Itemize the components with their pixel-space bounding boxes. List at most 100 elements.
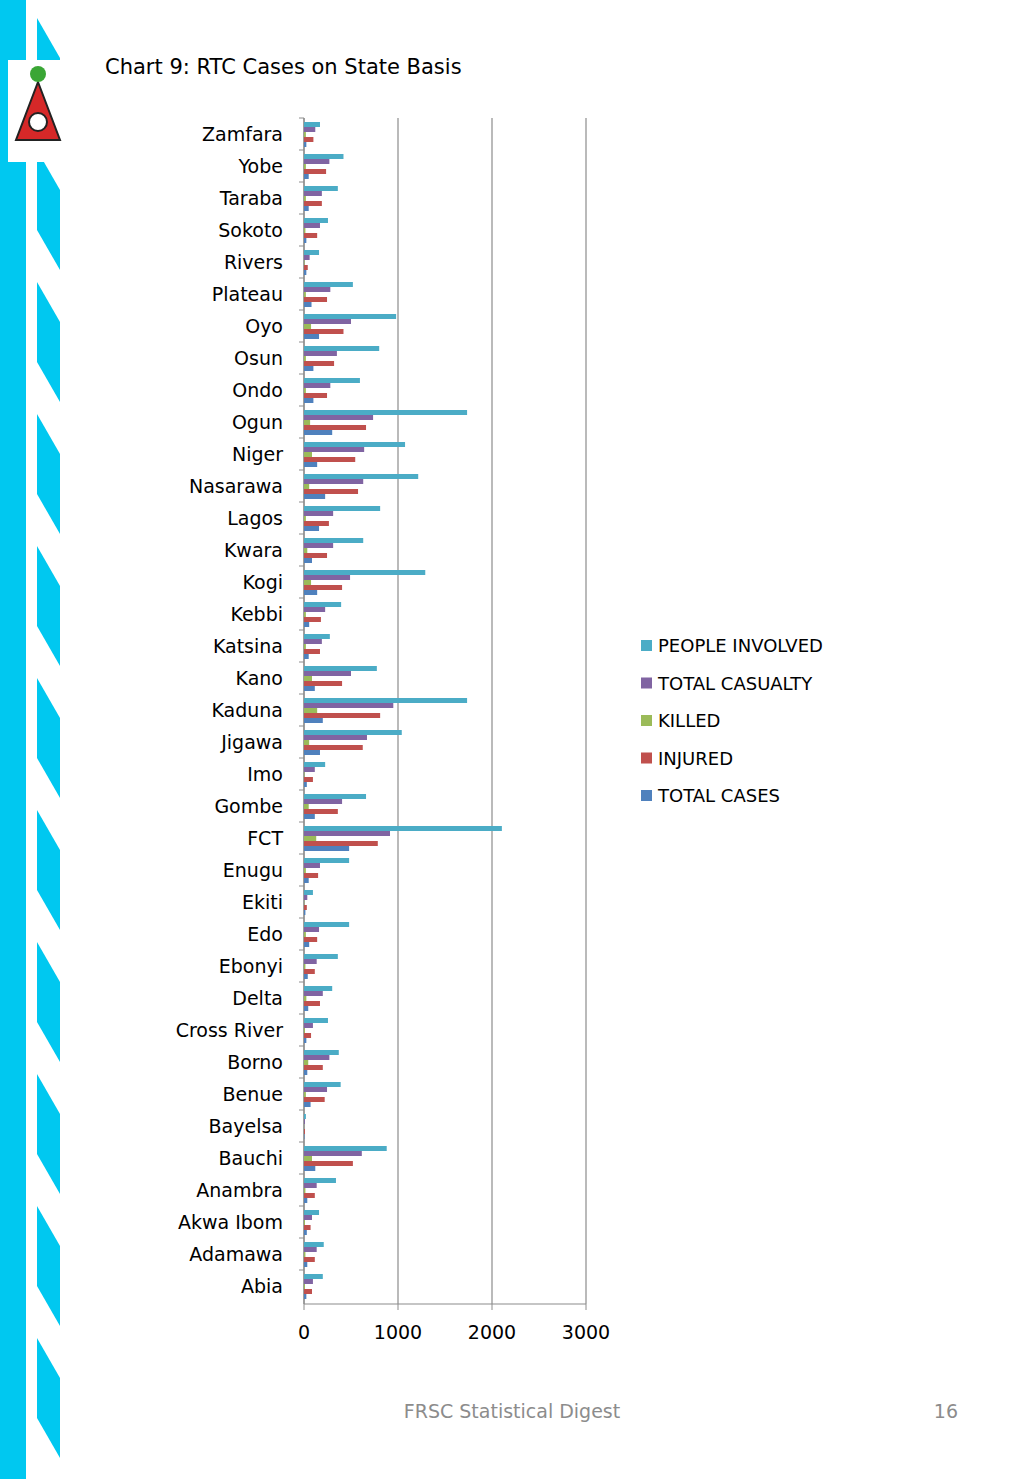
bar — [304, 996, 306, 1001]
category-tick — [299, 1078, 304, 1079]
category-label: Oyo — [245, 315, 283, 337]
bar — [304, 132, 306, 137]
bar — [304, 238, 306, 243]
bar — [304, 1055, 329, 1060]
bar — [304, 772, 305, 777]
bar — [304, 287, 330, 292]
bar — [304, 314, 396, 319]
bar — [304, 154, 343, 159]
border-chevron — [37, 1338, 60, 1458]
category-label: Bauchi — [219, 1147, 284, 1169]
tick-mark — [398, 1304, 399, 1310]
bar — [304, 826, 502, 831]
bar — [304, 218, 328, 223]
bar — [304, 905, 307, 910]
bar — [304, 1198, 307, 1203]
footer: FRSC Statistical Digest — [404, 1400, 620, 1422]
bar — [304, 1284, 305, 1289]
bar — [304, 393, 327, 398]
bar — [304, 703, 393, 708]
legend-label: INJURED — [658, 748, 733, 769]
tick-mark — [304, 1304, 305, 1310]
bar — [304, 1102, 311, 1107]
category-tick — [299, 1206, 304, 1207]
category-tick — [299, 1110, 304, 1111]
bar — [304, 1257, 315, 1262]
logo-triangle — [16, 82, 60, 140]
bar — [304, 1119, 305, 1124]
bar — [304, 361, 334, 366]
bar — [304, 804, 309, 809]
bar — [304, 255, 310, 260]
bar — [304, 1279, 313, 1284]
category-label: Plateau — [212, 283, 283, 305]
bar — [304, 174, 309, 179]
bars — [304, 122, 502, 1299]
bar — [304, 1006, 308, 1011]
border-chevron — [37, 282, 60, 402]
tick-label: 3000 — [562, 1321, 610, 1343]
bar — [304, 548, 307, 553]
category-tick — [299, 246, 304, 247]
bar — [304, 186, 338, 191]
bar — [304, 319, 351, 324]
bar — [304, 1124, 305, 1129]
bar — [304, 794, 366, 799]
category-tick — [299, 918, 304, 919]
category-label: Ebonyi — [219, 955, 283, 977]
category-label: Zamfara — [202, 123, 283, 145]
bar — [304, 974, 308, 979]
bar — [304, 1188, 305, 1193]
x-axis — [304, 1303, 586, 1304]
category-tick — [299, 374, 304, 375]
category-label: Kano — [236, 667, 283, 689]
bar — [304, 745, 363, 750]
bar — [304, 1225, 311, 1230]
bar — [304, 762, 325, 767]
bar — [304, 1028, 305, 1033]
bar — [304, 1230, 307, 1235]
border-chevron — [37, 546, 60, 666]
bar — [304, 206, 309, 211]
bar — [304, 777, 313, 782]
bar — [304, 942, 309, 947]
bar — [304, 863, 320, 868]
bar — [304, 890, 313, 895]
category-tick — [299, 886, 304, 887]
bar — [304, 489, 358, 494]
category-label: Benue — [223, 1083, 284, 1105]
category-tick — [299, 694, 304, 695]
category-tick — [299, 118, 304, 119]
legend-swatch — [641, 790, 652, 801]
category-tick — [299, 598, 304, 599]
bar — [304, 410, 467, 415]
category-tick — [299, 790, 304, 791]
tick-mark — [586, 1304, 587, 1310]
bar — [304, 346, 379, 351]
bar — [304, 639, 322, 644]
bar — [304, 932, 306, 937]
bar — [304, 1018, 328, 1023]
bar — [304, 878, 309, 883]
category-label: Kogi — [243, 571, 283, 593]
bar — [304, 622, 309, 627]
bar — [304, 1161, 353, 1166]
category-label: FCT — [247, 827, 283, 849]
bar — [304, 351, 337, 356]
bar — [304, 430, 332, 435]
bar — [304, 910, 305, 915]
bar — [304, 644, 306, 649]
bar — [304, 1242, 324, 1247]
legend-label: KILLED — [658, 710, 720, 731]
border-chevron — [37, 810, 60, 930]
bar — [304, 250, 319, 255]
bar — [304, 1050, 339, 1055]
bar — [304, 484, 309, 489]
bar — [304, 836, 316, 841]
bar — [304, 937, 317, 942]
border-chevron — [37, 414, 60, 534]
category-label: Lagos — [227, 507, 283, 529]
category-tick — [299, 566, 304, 567]
category-tick — [299, 470, 304, 471]
category-label: Edo — [247, 923, 283, 945]
